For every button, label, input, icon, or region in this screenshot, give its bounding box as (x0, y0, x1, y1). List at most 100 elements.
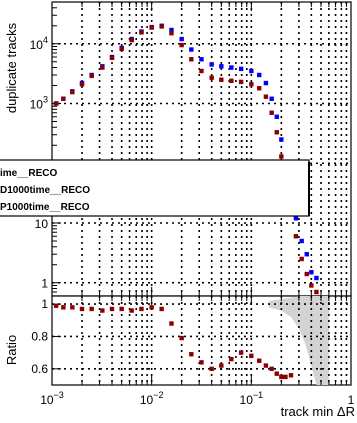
main-point-blue (199, 57, 204, 62)
x-tick-label: 10−3 (40, 390, 64, 407)
main-y-tick-label: 10 (35, 217, 49, 231)
ratio-point (70, 305, 75, 310)
main-point-red (304, 271, 309, 277)
ratio-point (53, 303, 59, 308)
ratio-point (109, 306, 115, 312)
ratio-point (189, 352, 194, 357)
main-point-blue (169, 27, 174, 33)
main-point-red (70, 89, 75, 95)
ratio-y-tick-label: 0.6 (31, 362, 48, 376)
main-point-red (189, 57, 194, 62)
main-point-red (314, 289, 319, 295)
main-point-blue (309, 270, 314, 275)
main-plot-frame (51, 1, 352, 297)
ratio-point (61, 305, 66, 310)
ratio-point (179, 335, 184, 341)
ratio-point (238, 350, 244, 355)
legend-entry-label: P1000time__RECO (0, 202, 90, 213)
main-y-tick-label: 103 (30, 95, 48, 112)
main-point-red (219, 77, 224, 82)
main-panel: 104 103 10 1 (30, 1, 352, 297)
main-y-tick-label: 104 (30, 35, 48, 52)
ratio-point (149, 305, 154, 310)
main-point-red (238, 79, 244, 85)
main-point-blue (269, 96, 274, 101)
ratio-point (89, 306, 94, 312)
main-point-blue (279, 137, 284, 142)
main-point-red (61, 96, 66, 101)
main-point-blue (219, 64, 224, 69)
main-point-red (179, 42, 184, 48)
legend-entry-label: ime__RECO (0, 168, 57, 179)
x-axis-title: track min ΔR (281, 404, 355, 419)
main-point-blue (314, 275, 319, 281)
main-y-tick-label: 1 (41, 277, 48, 291)
ratio-point (257, 358, 262, 363)
ratio-point (209, 366, 214, 372)
ratio-point (274, 371, 279, 376)
ratio-y-tick-label: 0.8 (31, 329, 48, 343)
main-point-red (79, 82, 85, 87)
ratio-point (159, 306, 164, 312)
main-point-red (53, 101, 59, 106)
main-point-red (269, 110, 274, 115)
main-y-axis-title: duplicate tracks (4, 22, 19, 113)
ratio-point (219, 363, 224, 368)
main-point-blue (299, 238, 304, 244)
ratio-point (199, 360, 204, 365)
x-tick-label: 10−1 (240, 390, 264, 407)
x-tick-label: 10−2 (140, 390, 164, 407)
ratio-point (129, 308, 134, 313)
main-point-blue (263, 80, 269, 86)
ratio-point (279, 374, 284, 380)
legend-box (0, 159, 310, 217)
main-point-red (209, 75, 214, 80)
main-point-red (119, 46, 124, 52)
main-point-red (149, 25, 154, 30)
ratio-y-axis-title: Ratio (4, 335, 19, 365)
main-point-red (274, 130, 279, 135)
main-point-blue (274, 114, 279, 119)
main-point-red (129, 37, 134, 43)
main-point-red (293, 234, 299, 239)
ratio-point (263, 363, 269, 368)
ratio-point (79, 306, 85, 312)
ratio-point (229, 356, 234, 362)
main-point-red (257, 86, 262, 91)
main-point-blue (238, 66, 244, 72)
legend-entry-label: D1000time__RECO (0, 185, 90, 196)
main-point-red (249, 82, 254, 87)
main-point-red (159, 24, 164, 29)
ratio-point (100, 308, 105, 313)
ratio-uncertainty-band (268, 296, 329, 385)
legend: ime__RECO D1000time__RECO P1000time__RECO (0, 159, 310, 217)
main-point-red (169, 31, 174, 36)
main-point-blue (249, 68, 254, 74)
main-point-red (139, 30, 144, 35)
ratio-panel: 1 0.8 0.6 10−3 10−2 10−1 1 (31, 295, 355, 407)
main-point-blue (304, 252, 309, 257)
main-point-red (299, 256, 304, 262)
main-point-red (109, 55, 115, 61)
ratio-point (288, 373, 294, 378)
ratio-point (119, 306, 124, 312)
main-point-red (263, 94, 269, 99)
main-point-blue (229, 65, 234, 70)
main-point-red (309, 283, 314, 288)
main-point-blue (257, 72, 262, 78)
main-point-red (279, 154, 284, 159)
main-point-blue (209, 62, 214, 67)
main-point-red (229, 78, 234, 83)
main-point-red (199, 68, 204, 74)
ratio-point (283, 374, 288, 380)
ratio-point (269, 366, 274, 372)
main-point-red (100, 65, 105, 70)
ratio-point (169, 321, 174, 326)
ratio-point (249, 353, 254, 359)
x-tick-label: 1 (348, 393, 355, 407)
main-point-red (89, 73, 94, 79)
main-point-blue (179, 36, 184, 42)
main-point-blue (293, 216, 299, 221)
ratio-point (139, 306, 144, 312)
